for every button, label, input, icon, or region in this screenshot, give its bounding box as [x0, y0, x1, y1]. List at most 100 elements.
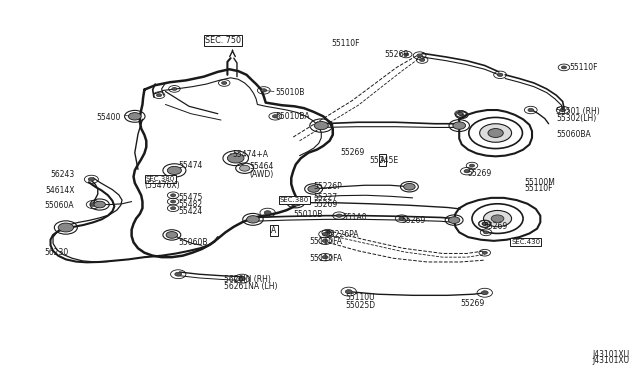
Circle shape	[246, 216, 259, 223]
Text: 55226P: 55226P	[314, 182, 342, 190]
Circle shape	[482, 222, 488, 225]
Text: 55110F: 55110F	[332, 39, 360, 48]
Circle shape	[175, 272, 182, 276]
Text: 55100M: 55100M	[524, 178, 556, 187]
Text: 54614X: 54614X	[45, 186, 75, 195]
Circle shape	[261, 89, 267, 92]
Circle shape	[469, 164, 475, 167]
Text: (AWD): (AWD)	[250, 170, 274, 179]
Circle shape	[314, 122, 328, 130]
Text: J43101XU: J43101XU	[593, 350, 630, 359]
Circle shape	[479, 124, 511, 142]
Text: 55110FA: 55110FA	[309, 254, 342, 263]
Circle shape	[336, 214, 342, 217]
Text: 56243: 56243	[51, 170, 75, 179]
Circle shape	[449, 217, 460, 224]
Text: 55269: 55269	[483, 221, 508, 231]
Text: 55482: 55482	[178, 200, 202, 209]
Text: 55025D: 55025D	[346, 301, 376, 310]
Circle shape	[322, 239, 328, 243]
Text: A: A	[271, 226, 276, 235]
Circle shape	[491, 215, 504, 222]
Text: SEC. 750: SEC. 750	[205, 36, 241, 45]
Circle shape	[420, 58, 425, 61]
Text: SEC.380: SEC.380	[146, 176, 175, 182]
Circle shape	[417, 54, 422, 57]
Text: 55400: 55400	[97, 113, 121, 122]
Circle shape	[322, 232, 328, 236]
Text: 55227: 55227	[314, 193, 338, 202]
Text: 56261NA (LH): 56261NA (LH)	[224, 282, 278, 291]
Text: 55474: 55474	[178, 161, 203, 170]
Circle shape	[453, 122, 466, 129]
Circle shape	[170, 200, 176, 203]
Text: 55060B: 55060B	[178, 238, 208, 247]
Text: 55424: 55424	[178, 208, 202, 217]
Circle shape	[157, 94, 162, 97]
Circle shape	[170, 207, 176, 210]
Text: 55010B: 55010B	[275, 88, 305, 97]
Circle shape	[170, 194, 176, 197]
Text: 55464: 55464	[250, 162, 274, 171]
Circle shape	[90, 203, 97, 206]
Circle shape	[239, 277, 246, 280]
Text: 55010BA: 55010BA	[275, 112, 310, 121]
Circle shape	[482, 222, 487, 225]
Circle shape	[290, 199, 301, 206]
Circle shape	[227, 153, 244, 163]
Circle shape	[399, 217, 404, 220]
Circle shape	[497, 73, 503, 77]
Circle shape	[528, 108, 534, 112]
Circle shape	[58, 223, 74, 232]
Circle shape	[561, 66, 566, 69]
Text: 55060A: 55060A	[44, 201, 74, 210]
Text: J43101XU: J43101XU	[593, 356, 630, 365]
Text: 55269: 55269	[314, 200, 338, 209]
Text: 55269: 55269	[385, 50, 409, 59]
Circle shape	[308, 186, 319, 192]
Circle shape	[322, 256, 328, 259]
Text: 55110U: 55110U	[346, 293, 375, 302]
Circle shape	[239, 165, 250, 171]
Circle shape	[168, 166, 181, 174]
Text: 55060BA: 55060BA	[556, 130, 591, 140]
Circle shape	[482, 251, 487, 254]
Circle shape	[488, 129, 503, 137]
Text: 5626IN (RH): 5626IN (RH)	[224, 275, 271, 284]
Circle shape	[129, 113, 141, 120]
Text: 55010B: 55010B	[293, 211, 323, 219]
Text: SEC.430: SEC.430	[511, 239, 540, 245]
Text: 551A0: 551A0	[342, 213, 367, 222]
Text: 56230: 56230	[44, 248, 68, 257]
Circle shape	[404, 183, 415, 190]
Text: 55110F: 55110F	[524, 185, 553, 193]
Circle shape	[483, 211, 511, 227]
Circle shape	[458, 112, 463, 115]
Text: A: A	[380, 155, 385, 164]
Circle shape	[460, 113, 464, 116]
Circle shape	[221, 81, 227, 84]
Text: 55474+A: 55474+A	[232, 150, 268, 159]
Text: 55501 (RH): 55501 (RH)	[556, 108, 600, 116]
Circle shape	[346, 290, 352, 294]
Text: 55269: 55269	[402, 216, 426, 225]
Circle shape	[560, 108, 566, 112]
Text: 55226PA: 55226PA	[325, 230, 358, 239]
Text: (55476X): (55476X)	[145, 181, 180, 190]
Circle shape	[481, 291, 488, 295]
Circle shape	[273, 115, 278, 118]
Circle shape	[464, 170, 470, 173]
Circle shape	[404, 53, 409, 56]
Text: 55269: 55269	[461, 299, 484, 308]
Text: 55110F: 55110F	[569, 63, 598, 72]
Text: 55269: 55269	[340, 148, 365, 157]
Text: 55475: 55475	[178, 193, 203, 202]
Text: 55302(LH): 55302(LH)	[556, 114, 596, 123]
Text: 55110FA: 55110FA	[309, 237, 342, 246]
Text: 55269: 55269	[467, 169, 491, 177]
Circle shape	[483, 231, 488, 234]
Circle shape	[264, 211, 271, 215]
Circle shape	[88, 177, 95, 181]
Circle shape	[94, 201, 106, 208]
Circle shape	[166, 232, 177, 238]
